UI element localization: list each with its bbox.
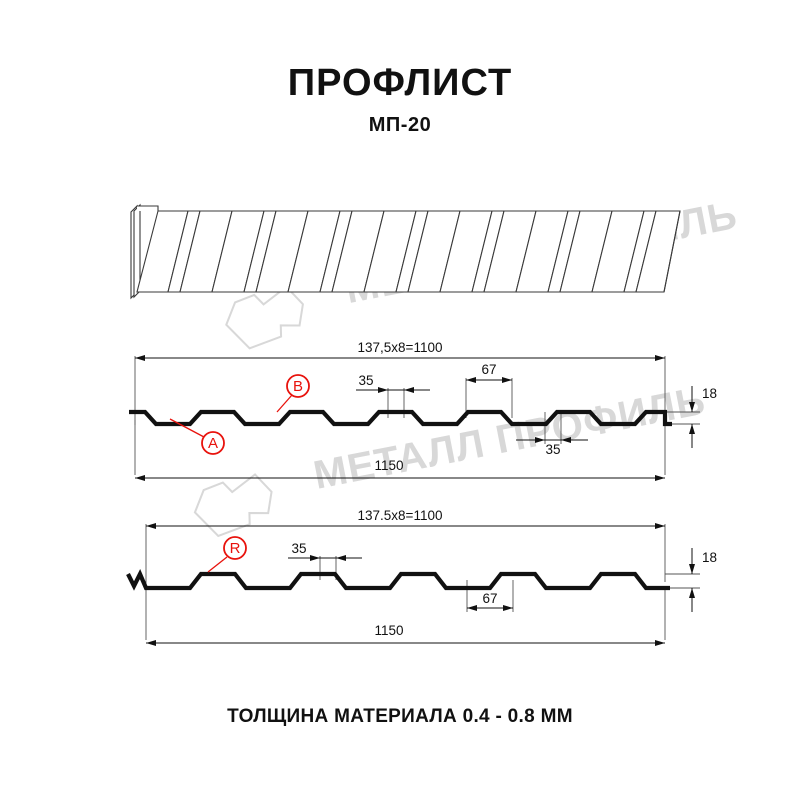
dim-overall-pitch-bottom: 137.5x8=1100 [146, 508, 665, 529]
marker-r: R [207, 536, 247, 573]
dim-label-height: 18 [702, 550, 717, 565]
dim-rib-top: 67 [466, 362, 512, 383]
marker-r-label: R [230, 540, 241, 557]
marker-b: B [276, 374, 310, 413]
dim-rib-bottom: 67 [467, 591, 513, 611]
dim-label-overall-width: 1150 [374, 458, 403, 473]
dim-height-bottom: 18 [689, 548, 717, 612]
watermark-lower: МЕТАЛЛ ПРОФИЛЬ [193, 379, 709, 538]
dim-flank-left-bottom: 35 [288, 541, 362, 561]
cross-section-bottom: 137.5x8=1100 35 67 [126, 508, 717, 646]
marker-b-label: B [293, 378, 303, 395]
cross-section-top: 137,5x8=1100 35 67 [129, 340, 717, 481]
isometric-profile-view [130, 203, 681, 300]
profile-outline-bottom [126, 569, 670, 591]
dim-label-flank-left: 35 [358, 373, 373, 388]
dim-height-top: 18 [689, 386, 717, 448]
dim-label-rib: 67 [482, 591, 497, 606]
dim-overall-pitch-top: 137,5x8=1100 [135, 340, 665, 361]
iso-rib-group [136, 210, 681, 293]
dim-overall-width-bottom: 1150 [146, 623, 665, 646]
dim-label-flank-left: 35 [291, 541, 306, 556]
watermark-text: МЕТАЛЛ ПРОФИЛЬ [310, 379, 709, 498]
dim-label-overall-width: 1150 [374, 623, 403, 638]
dim-label-overall-pitch: 137,5x8=1100 [358, 340, 443, 355]
metall-profil-logo [225, 285, 304, 350]
dim-flank-left-top: 35 [356, 373, 430, 393]
dim-label-overall-pitch: 137.5x8=1100 [358, 508, 443, 523]
profile-outline-top [129, 409, 672, 427]
marker-a: A [169, 418, 225, 455]
dim-label-flank-right: 35 [545, 442, 560, 457]
dim-flank-right-top: 35 [516, 437, 588, 457]
material-thickness-note: ТОЛЩИНА МАТЕРИАЛА 0.4 - 0.8 ММ [227, 706, 573, 727]
page-title: ПРОФЛИСТ [287, 62, 513, 104]
dim-label-height: 18 [702, 386, 717, 401]
marker-a-label: A [208, 435, 218, 452]
extension-lines [134, 356, 700, 475]
model-subtitle: МП-20 [368, 114, 432, 136]
dim-overall-width-top: 1150 [135, 458, 665, 481]
metall-profil-logo [193, 473, 273, 538]
dim-label-rib: 67 [481, 362, 496, 377]
extension-lines [145, 524, 700, 640]
